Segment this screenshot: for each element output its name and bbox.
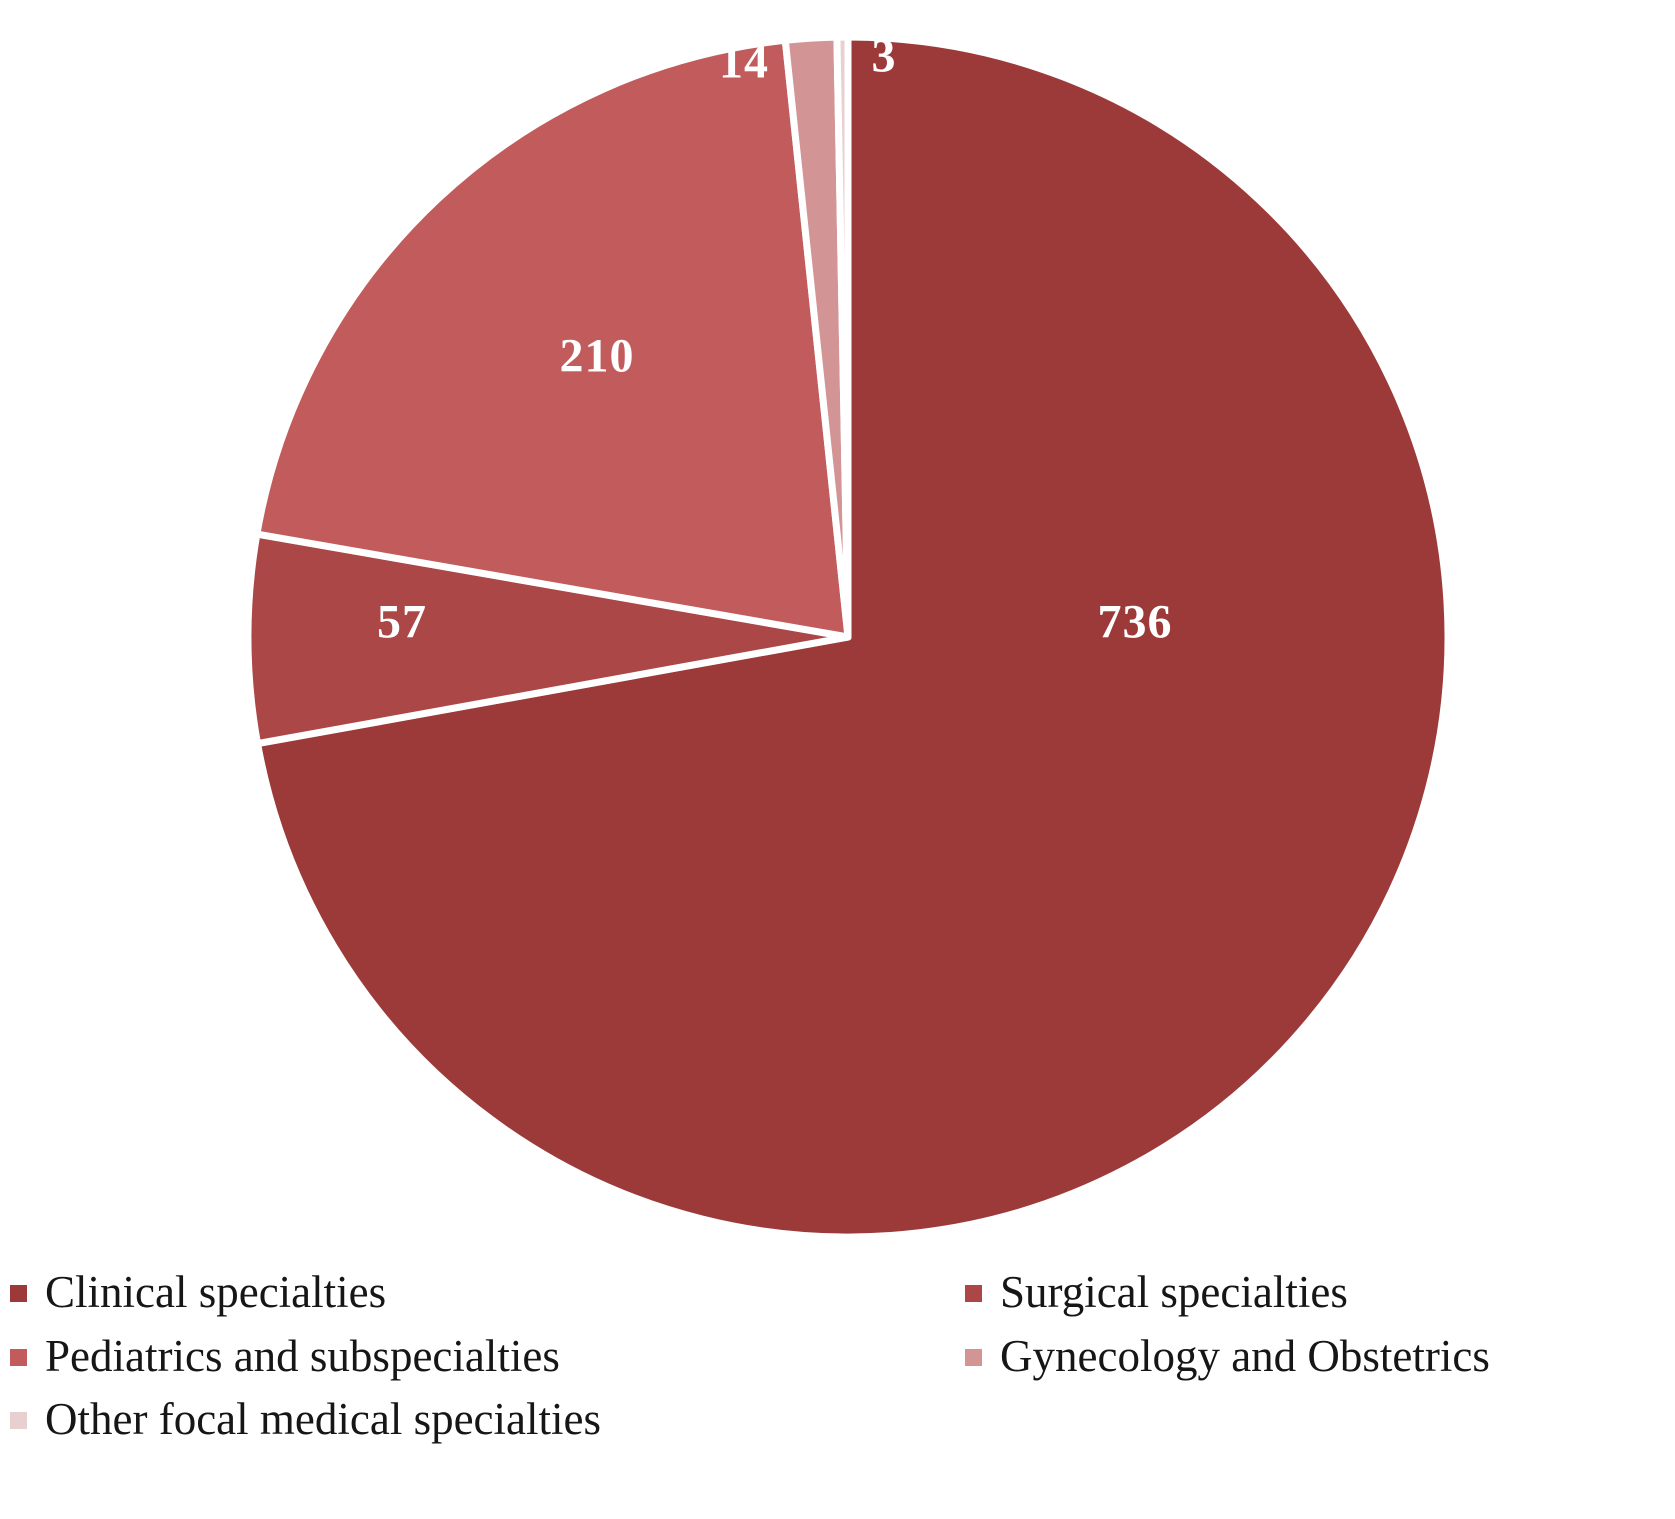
pie-slice-1 (244, 530, 852, 748)
legend-label-other: Other focal medical specialties (45, 1394, 601, 1444)
pie-slice-2 (253, 36, 852, 641)
legend-marker-clinical (10, 1285, 27, 1303)
legend-label-clinical: Clinical specialties (45, 1267, 387, 1317)
legend-marker-surgical (965, 1285, 982, 1303)
legend-marker-pediatrics (10, 1348, 27, 1366)
legend-label-gynecology: Gynecology and Obstetrics (1000, 1330, 1490, 1381)
legend-marker-other (10, 1412, 27, 1430)
legend-item-other: Other focal medical specialties (10, 1394, 955, 1445)
legend-item-surgical: Surgical specialties (965, 1267, 1665, 1318)
legend-label-surgical: Surgical specialties (1000, 1267, 1348, 1317)
legend-item-gynecology: Gynecology and Obstetrics (965, 1330, 1665, 1382)
legend-item-pediatrics: Pediatrics and subspecialties (10, 1330, 955, 1382)
legend-label-pediatrics: Pediatrics and subspecialties (45, 1330, 560, 1381)
pie-slice-4 (833, 33, 852, 641)
pie-slice-0 (254, 33, 1452, 1241)
legend-item-clinical: Clinical specialties (10, 1267, 955, 1318)
legend-marker-gynecology (965, 1348, 982, 1366)
legend: Clinical specialties Surgical specialtie… (10, 1267, 1665, 1445)
